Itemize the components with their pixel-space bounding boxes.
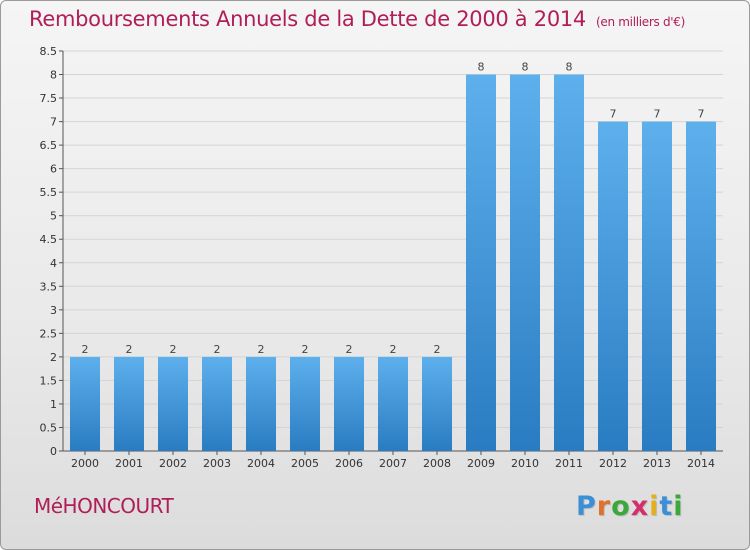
data-label: 8 (522, 61, 529, 74)
x-tick-label: 2009 (467, 457, 495, 470)
y-tick-label: 4 (50, 257, 57, 270)
logo-letter: t (659, 491, 674, 522)
proxiti-logo: Proxiti (576, 491, 684, 522)
bar (334, 356, 364, 451)
bar (422, 356, 452, 451)
data-label: 8 (566, 61, 573, 74)
labels: 2000 2 2001 2 2002 2 2003 2 2004 2 2005 2 2006 2 2007 2… (71, 61, 715, 470)
bar (598, 121, 628, 452)
x-tick-label: 2004 (247, 457, 275, 470)
y-tick-label: 1 (50, 398, 57, 411)
y-tick-label: 0.5 (40, 421, 58, 434)
data-label: 2 (170, 343, 177, 356)
y-tick-label: 8 (50, 69, 57, 82)
bar (246, 356, 276, 451)
data-label: 2 (346, 343, 353, 356)
x-tick-label: 2014 (687, 457, 715, 470)
x-tick-label: 2000 (71, 457, 99, 470)
y-tick-label: 6.5 (40, 139, 58, 152)
y-tick-label: 7.5 (40, 92, 58, 105)
bar (510, 74, 540, 451)
x-tick-label: 2003 (203, 457, 231, 470)
title-text: Remboursements Annuels de la Dette de 20… (29, 7, 586, 31)
x-tick-label: 2012 (599, 457, 627, 470)
x-tick-label: 2006 (335, 457, 363, 470)
y-tick-label: 6 (50, 163, 57, 176)
y-tick-label: 1.5 (40, 374, 58, 387)
y-tick-label: 4.5 (40, 233, 58, 246)
data-label: 2 (214, 343, 221, 356)
bar (466, 74, 496, 451)
y-tick-label: 2 (50, 351, 57, 364)
data-label: 7 (654, 108, 661, 121)
y-tick-label: 5 (50, 210, 57, 223)
bar (70, 356, 100, 451)
y-tick-label: 3 (50, 304, 57, 317)
bar (158, 356, 188, 451)
unit-label: (en milliers d'€) (596, 15, 686, 29)
commune-name: MéHONCOURT (34, 494, 174, 518)
y-tick-label: 3.5 (40, 280, 58, 293)
x-tick-label: 2008 (423, 457, 451, 470)
logo-letter: r (596, 491, 612, 522)
x-tick-label: 2011 (555, 457, 583, 470)
y-tick-label: 8.5 (40, 45, 58, 58)
logo-letter: i (673, 491, 684, 522)
bar (554, 74, 584, 451)
y-tick-label: 5.5 (40, 186, 58, 199)
data-label: 2 (258, 343, 265, 356)
x-tick-label: 2005 (291, 457, 319, 470)
x-tick-label: 2002 (159, 457, 187, 470)
x-tick-label: 2010 (511, 457, 539, 470)
data-label: 2 (434, 343, 441, 356)
data-label: 7 (698, 108, 705, 121)
data-label: 8 (478, 61, 485, 74)
y-tick-label: 0 (50, 445, 57, 458)
data-label: 7 (610, 108, 617, 121)
bar (202, 356, 232, 451)
logo-letter: P (576, 491, 597, 522)
data-label: 2 (390, 343, 397, 356)
data-label: 2 (302, 343, 309, 356)
data-label: 2 (126, 343, 133, 356)
logo-letter: o (611, 491, 631, 522)
y-tick-label: 2.5 (40, 327, 58, 340)
logo-letter: x (630, 491, 650, 522)
bar (686, 121, 716, 452)
y-tick-label: 7 (50, 116, 57, 129)
x-tick-label: 2007 (379, 457, 407, 470)
logo-letter: i (649, 491, 660, 522)
bar (378, 356, 408, 451)
bar (114, 356, 144, 451)
bars (70, 74, 716, 452)
x-tick-label: 2001 (115, 457, 143, 470)
chart-title: Remboursements Annuels de la Dette de 20… (29, 7, 685, 31)
bar (290, 356, 320, 451)
data-label: 2 (82, 343, 89, 356)
x-tick-label: 2013 (643, 457, 671, 470)
bar (642, 121, 672, 452)
